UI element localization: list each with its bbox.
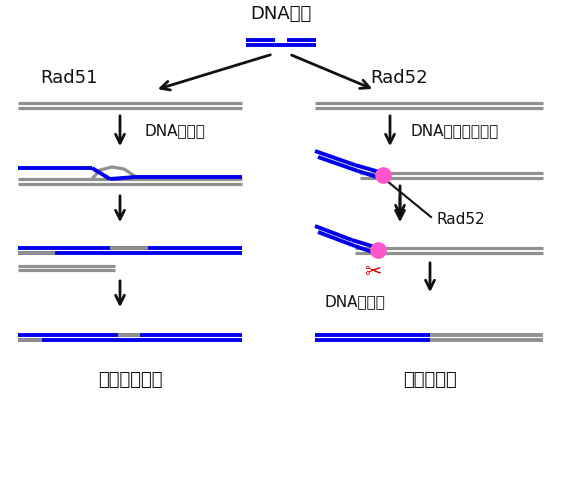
Text: DNAアニーリング: DNAアニーリング bbox=[410, 123, 498, 139]
Text: DNA鎖交換: DNA鎖交換 bbox=[145, 123, 206, 139]
Text: DNA損傷: DNA損傷 bbox=[251, 5, 311, 23]
Text: ✂: ✂ bbox=[364, 262, 382, 282]
Text: 染色体異常: 染色体異常 bbox=[403, 371, 457, 389]
Text: Rad52: Rad52 bbox=[370, 69, 428, 87]
Text: Rad52: Rad52 bbox=[436, 212, 484, 227]
Text: DNAの切断: DNAの切断 bbox=[325, 295, 386, 310]
Text: Rad51: Rad51 bbox=[40, 69, 97, 87]
Text: 染色体の維持: 染色体の維持 bbox=[98, 371, 162, 389]
